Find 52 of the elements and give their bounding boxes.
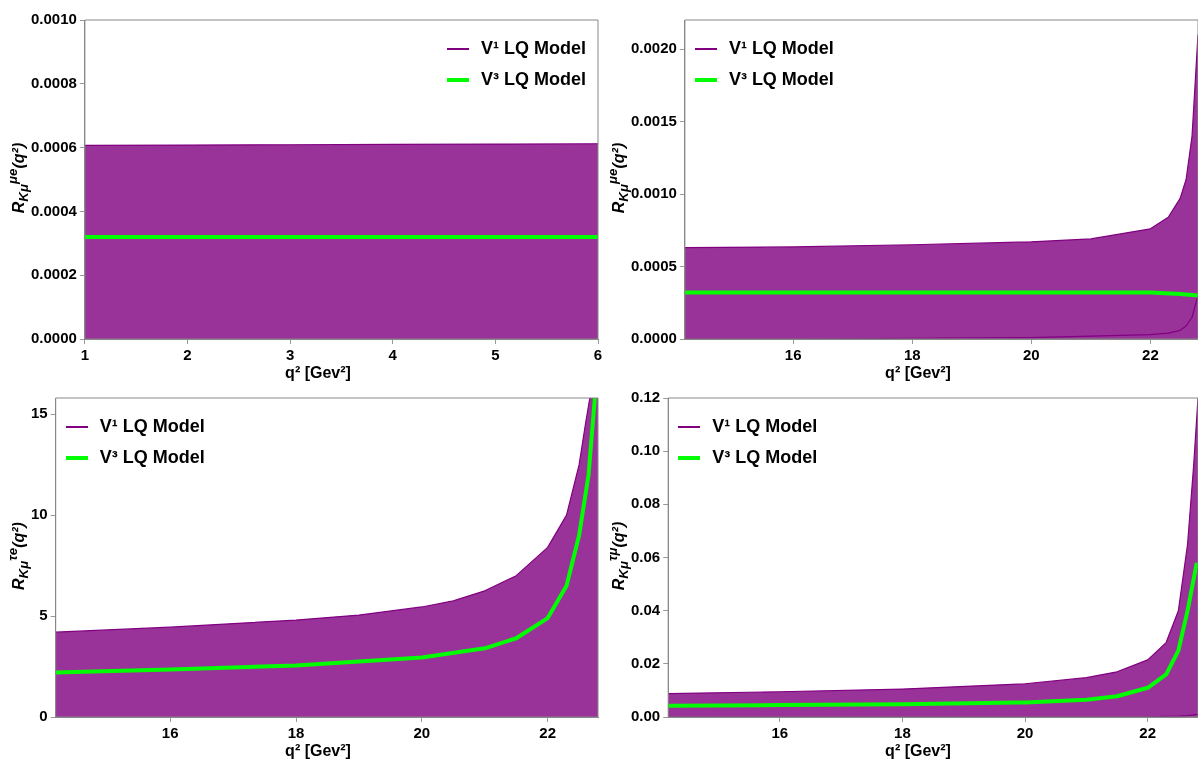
x-tick-label: 5	[491, 346, 500, 364]
y-tick-label: 0.0002	[30, 265, 77, 283]
legend-label: V³ LQ Model	[712, 447, 818, 468]
y-tick-label: 0.02	[630, 653, 661, 671]
y-tick-label: 0.00	[630, 707, 661, 725]
y-tick-label: 0.10	[630, 441, 661, 459]
x-tick-label: 2	[183, 346, 192, 364]
y-tick-label: 0.08	[630, 494, 661, 512]
x-tick-label: 18	[903, 346, 921, 364]
y-tick-label: 10	[31, 505, 48, 523]
legend-label: V³ LQ Model	[99, 447, 205, 468]
legend-label: V¹ LQ Model	[99, 416, 205, 437]
x-tick-label: 16	[771, 724, 789, 742]
legend-label: V³ LQ Model	[481, 69, 586, 90]
y-tick-label: 0.0005	[630, 256, 677, 274]
y-tick-label: 0.0000	[630, 329, 677, 347]
y-tick-label: 15	[31, 404, 48, 422]
x-tick-label: 16	[784, 346, 802, 364]
x-tick-label: 6	[593, 346, 603, 364]
x-tick-label: 18	[894, 724, 911, 742]
x-tick-label: 16	[161, 724, 179, 742]
y-tick-label: 0.04	[630, 600, 661, 618]
y-tick-label: 0.12	[630, 388, 661, 406]
x-tick-label: 22	[1142, 346, 1159, 364]
x-axis-title: q² [Gev²]	[284, 364, 352, 382]
y-tick-label: 0	[39, 707, 48, 725]
y-tick-label: 0.0020	[630, 39, 677, 57]
x-tick-label: 20	[413, 724, 431, 742]
x-tick-label: 1	[80, 346, 90, 364]
y-tick-label: 0.0006	[30, 137, 77, 155]
x-tick-label: 20	[1022, 346, 1040, 364]
y-tick-label: 0.0010	[630, 184, 677, 202]
x-tick-label: 22	[539, 724, 557, 742]
y-tick-label: 0.0008	[30, 73, 77, 91]
y-tick-label: 0.0000	[30, 329, 77, 347]
y-tick-label: 0.06	[630, 547, 661, 565]
x-tick-label: 18	[287, 724, 305, 742]
legend-label: V¹ LQ Model	[728, 38, 834, 59]
x-axis-title: q² [Gev²]	[284, 742, 352, 759]
x-axis-title: q² [Gev²]	[884, 364, 952, 382]
y-tick-label: 0.0004	[30, 201, 78, 219]
legend-label: V³ LQ Model	[728, 69, 834, 90]
x-tick-label: 22	[1139, 724, 1157, 742]
y-tick-label: 0.0010	[30, 10, 77, 28]
x-tick-label: 3	[285, 346, 295, 364]
y-tick-label: 5	[39, 606, 48, 624]
y-tick-label: 0.0015	[630, 111, 677, 129]
legend-label: V¹ LQ Model	[481, 38, 586, 59]
legend-label: V¹ LQ Model	[712, 416, 818, 437]
x-axis-title: q² [Gev²]	[884, 742, 952, 759]
x-tick-label: 4	[388, 346, 398, 364]
x-tick-label: 20	[1016, 724, 1034, 742]
